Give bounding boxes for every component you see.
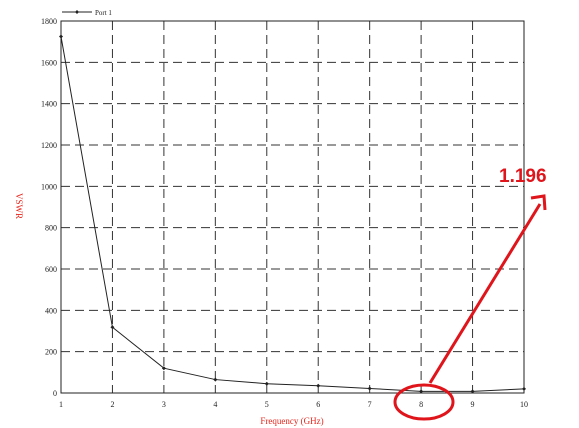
data-point (264, 381, 269, 386)
y-axis-title: VSWR (14, 193, 24, 219)
plot-frame (60, 20, 525, 394)
legend-label: Port 1 (95, 9, 112, 17)
annotation-arrowhead (530, 194, 547, 211)
data-point (419, 389, 424, 394)
annotation-arrow (428, 203, 542, 384)
y-tick-label: 1400 (41, 100, 57, 109)
data-point (470, 389, 475, 394)
series-line (60, 36, 525, 392)
tick-labels: 1 2 3 4 5 6 7 8 9 10 0 200 400 600 800 1000 1200 1400 1600… (41, 17, 528, 409)
x-tick-label: 6 (316, 400, 320, 409)
annotation: 1.196 (393, 166, 547, 421)
x-tick-label: 7 (368, 400, 372, 409)
x-tick-label: 3 (162, 400, 166, 409)
legend-marker (75, 10, 79, 14)
x-tick-label: 9 (471, 400, 475, 409)
data-point (316, 383, 321, 388)
annotation-circle (393, 383, 455, 421)
data-point (522, 386, 526, 391)
x-tick-label: 10 (520, 400, 528, 409)
grid (61, 21, 524, 393)
y-tick-label: 600 (45, 265, 57, 274)
y-tick-label: 0 (53, 389, 57, 398)
data-point (213, 377, 218, 382)
x-tick-label: 2 (110, 400, 114, 409)
data-point (367, 386, 372, 391)
x-axis-title: Frequency (GHz) (260, 416, 323, 426)
y-tick-label: 1600 (41, 58, 57, 67)
x-tick-label: 1 (59, 400, 63, 409)
y-tick-label: 800 (45, 224, 57, 233)
legend: Port 1 (62, 9, 112, 17)
annotation-value: 1.196 (499, 166, 547, 187)
data-point (59, 34, 63, 39)
y-tick-label: 1800 (41, 17, 57, 26)
x-tick-label: 8 (419, 400, 423, 409)
y-tick-label: 200 (45, 348, 57, 357)
data-point (110, 325, 115, 330)
x-tick-label: 4 (213, 400, 217, 409)
x-tick-label: 5 (265, 400, 269, 409)
data-point (161, 366, 166, 371)
y-tick-label: 1200 (41, 141, 57, 150)
y-tick-label: 400 (45, 306, 57, 315)
y-tick-label: 1000 (41, 182, 57, 191)
